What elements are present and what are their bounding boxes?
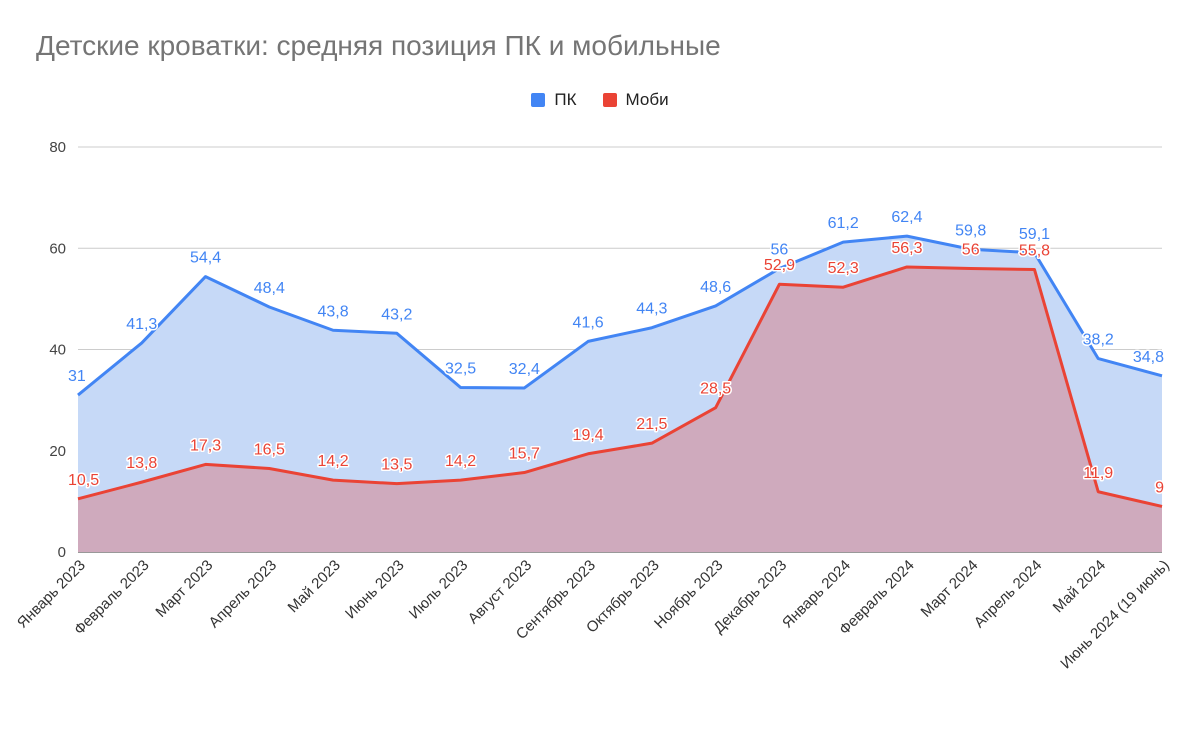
data-label-0-16: 38,2 <box>1083 332 1114 349</box>
legend-item-pc[interactable]: ПК <box>531 90 577 110</box>
data-point-0-16 <box>1095 356 1101 362</box>
data-label-0-5: 43,2 <box>381 306 412 323</box>
data-point-0-6 <box>458 384 464 390</box>
data-label-1-10: 28,5 <box>700 381 731 398</box>
data-label-1-0: 10,5 <box>68 472 99 489</box>
series-area-1 <box>78 266 1162 552</box>
data-point-1-17 <box>1159 503 1165 509</box>
data-label-0-17: 34,8 <box>1133 349 1164 366</box>
data-label-1-17: 9 <box>1155 479 1164 496</box>
data-point-0-12 <box>840 239 846 245</box>
data-point-1-8 <box>585 451 591 457</box>
data-point-0-4 <box>330 327 336 333</box>
data-point-0-13 <box>904 233 910 239</box>
y-tick-label-40: 40 <box>49 342 66 359</box>
x-tick-label-7: Август 2023 <box>465 557 535 627</box>
data-label-1-15: 55,8 <box>1019 243 1050 260</box>
data-label-0-8: 41,6 <box>573 314 604 331</box>
data-label-1-11: 52,9 <box>764 257 795 274</box>
data-label-1-5: 13,5 <box>381 457 412 474</box>
data-label-1-16: 11,9 <box>1083 465 1113 482</box>
data-point-0-2 <box>203 274 209 280</box>
data-label-1-1: 13,8 <box>126 455 157 472</box>
data-label-0-14: 59,8 <box>955 222 986 239</box>
legend-item-mobile[interactable]: Моби <box>602 90 669 110</box>
data-label-0-0: 31 <box>68 368 86 385</box>
data-point-1-16 <box>1095 489 1101 495</box>
legend-label-pc: ПК <box>554 90 577 109</box>
data-point-1-10 <box>713 405 719 411</box>
data-label-0-10: 48,6 <box>700 279 731 296</box>
data-label-0-3: 48,4 <box>254 280 285 297</box>
data-point-1-7 <box>521 470 527 476</box>
data-label-0-13: 62,4 <box>891 209 922 226</box>
data-label-0-11: 56 <box>771 242 789 259</box>
x-tick-label-15: Апрель 2024 <box>971 557 1046 632</box>
legend-swatch-pc <box>531 93 546 107</box>
data-point-0-7 <box>521 385 527 391</box>
data-label-0-9: 44,3 <box>636 301 667 318</box>
data-point-0-0 <box>75 392 81 398</box>
data-label-1-9: 21,5 <box>636 416 667 433</box>
data-point-0-3 <box>266 304 272 310</box>
data-point-1-11 <box>776 281 782 287</box>
data-point-1-2 <box>203 461 209 467</box>
x-tick-label-4: Май 2023 <box>285 557 344 616</box>
data-label-0-6: 32,5 <box>445 360 476 377</box>
data-label-1-8: 19,4 <box>573 427 604 444</box>
data-point-1-5 <box>394 481 400 487</box>
y-tick-label-0: 0 <box>58 544 66 561</box>
data-label-1-7: 15,7 <box>509 446 540 463</box>
data-label-0-7: 32,4 <box>509 361 540 378</box>
x-tick-label-16: Май 2024 <box>1050 557 1109 616</box>
data-label-0-2: 54,4 <box>190 250 221 267</box>
chart-title: Детские кроватки: средняя позиция ПК и м… <box>36 30 721 61</box>
data-label-0-15: 59,1 <box>1019 226 1050 243</box>
data-point-1-12 <box>840 284 846 290</box>
data-label-1-13: 56,3 <box>891 240 922 257</box>
data-point-0-9 <box>649 325 655 331</box>
data-point-1-3 <box>266 465 272 471</box>
data-label-0-12: 61,2 <box>828 215 859 232</box>
y-tick-label-60: 60 <box>49 240 66 257</box>
x-tick-label-6: Июль 2023 <box>406 557 472 623</box>
legend: ПК Моби <box>0 90 1200 110</box>
legend-swatch-mobile <box>602 93 617 107</box>
y-tick-label-80: 80 <box>49 139 66 156</box>
y-tick-label-20: 20 <box>49 443 66 460</box>
data-point-0-5 <box>394 330 400 336</box>
data-point-1-15 <box>1031 267 1037 273</box>
data-label-1-2: 17,3 <box>190 437 221 454</box>
x-tick-label-3: Апрель 2023 <box>206 557 281 632</box>
series-line-1 <box>77 265 1163 508</box>
data-point-0-17 <box>1159 373 1165 379</box>
data-label-0-1: 41,3 <box>126 316 157 333</box>
data-point-1-0 <box>75 496 81 502</box>
data-point-0-1 <box>139 340 145 346</box>
data-label-1-12: 52,3 <box>828 260 859 277</box>
data-label-0-4: 43,8 <box>317 303 348 320</box>
data-point-1-14 <box>968 266 974 272</box>
x-tick-label-17: Июнь 2024 (19 июнь) <box>1057 557 1173 673</box>
x-tick-label-2: Март 2023 <box>152 557 216 621</box>
data-point-0-8 <box>585 338 591 344</box>
data-point-1-1 <box>139 479 145 485</box>
data-label-1-14: 56 <box>962 242 980 259</box>
data-point-0-10 <box>713 303 719 309</box>
x-tick-label-5: Июнь 2023 <box>342 557 408 623</box>
data-point-1-13 <box>904 264 910 270</box>
legend-label-mobile: Моби <box>625 90 669 109</box>
data-label-1-6: 14,2 <box>445 453 476 470</box>
series-line-0 <box>77 234 1163 397</box>
data-point-1-4 <box>330 477 336 483</box>
data-point-1-9 <box>649 440 655 446</box>
x-tick-label-14: Март 2024 <box>918 557 982 621</box>
data-label-1-3: 16,5 <box>254 441 285 458</box>
data-label-1-4: 14,2 <box>317 453 348 470</box>
data-point-1-6 <box>458 477 464 483</box>
